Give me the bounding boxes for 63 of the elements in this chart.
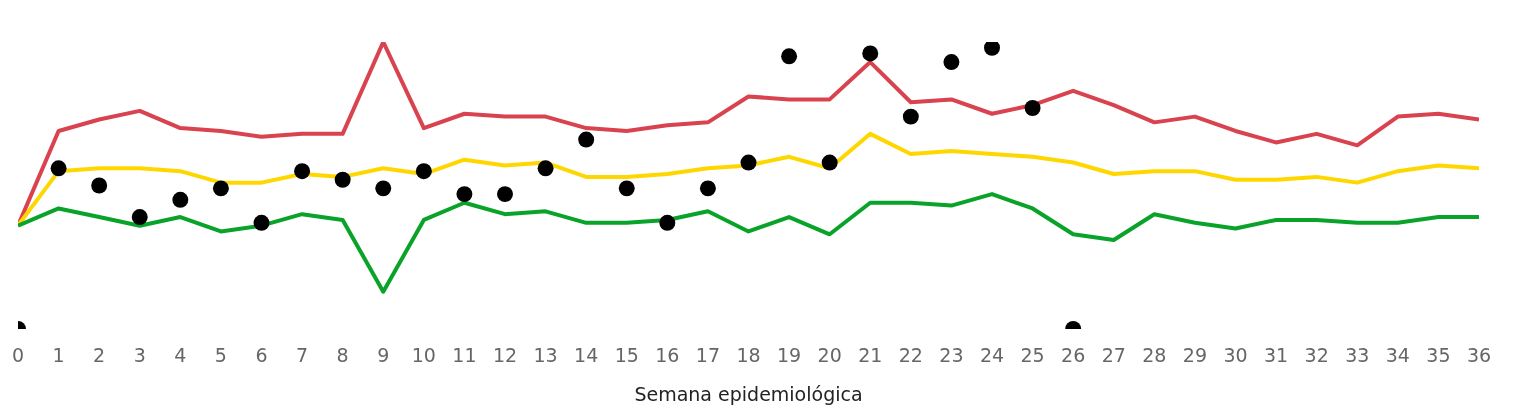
x-tick-label: 26 <box>1061 344 1086 367</box>
point <box>618 180 635 197</box>
point <box>294 163 311 180</box>
point <box>1024 100 1041 116</box>
x-tick-label: 4 <box>174 344 187 367</box>
x-tick-label: 23 <box>939 344 964 367</box>
point <box>862 45 879 62</box>
x-tick-label: 29 <box>1182 344 1208 367</box>
x-tick-label: 24 <box>979 344 1005 367</box>
x-tick-label: 13 <box>533 344 558 367</box>
point <box>375 180 392 197</box>
x-tick-label: 2 <box>93 344 106 367</box>
x-tick-label: 35 <box>1426 344 1451 367</box>
x-tick-label: 8 <box>336 344 349 367</box>
point <box>456 186 473 203</box>
x-tick-label: 9 <box>377 344 390 367</box>
point <box>497 186 513 203</box>
point <box>943 54 960 71</box>
point <box>334 171 351 188</box>
point <box>699 180 716 197</box>
x-tick-label: 36 <box>1466 344 1492 367</box>
x-tick-label: 15 <box>614 344 639 367</box>
x-tick-label: 20 <box>817 344 842 367</box>
x-tick-label: 14 <box>574 344 599 367</box>
point <box>253 214 270 231</box>
point <box>131 209 148 226</box>
point <box>902 108 919 125</box>
point <box>578 131 595 148</box>
x-tick-label: 17 <box>695 344 721 367</box>
point <box>537 160 554 177</box>
x-tick-label: 10 <box>411 344 436 367</box>
x-tick-label: 6 <box>255 344 268 367</box>
point <box>821 154 838 171</box>
point <box>415 163 432 180</box>
point <box>172 191 189 208</box>
x-tick-label: 5 <box>214 344 227 367</box>
point <box>50 160 67 177</box>
x-tick-label: 27 <box>1101 344 1126 367</box>
x-tick-label: 32 <box>1304 344 1329 367</box>
x-axis-title: Semana epidemiológica <box>634 383 863 405</box>
x-tick-label: 1 <box>52 344 65 367</box>
point <box>740 154 757 171</box>
x-tick-label: 7 <box>296 344 309 367</box>
point <box>659 214 676 231</box>
x-tick-label: 18 <box>736 344 761 367</box>
x-tick-label: 3 <box>133 344 146 367</box>
point <box>984 42 1000 56</box>
x-tick-label: 31 <box>1263 344 1289 367</box>
x-tick-label: 16 <box>655 344 680 367</box>
x-tick-label: 34 <box>1385 344 1410 367</box>
x-tick-label: 33 <box>1345 344 1370 367</box>
x-tick-label: 21 <box>858 344 883 367</box>
x-tick-label: 19 <box>776 344 802 367</box>
point <box>781 48 798 65</box>
point <box>91 177 108 194</box>
x-tick-label: 22 <box>898 344 923 367</box>
x-tick-label: 0 <box>11 344 25 367</box>
point <box>212 180 229 197</box>
x-tick-label: 28 <box>1142 344 1167 367</box>
x-tick-label: 30 <box>1223 344 1248 367</box>
x-tick-label: 25 <box>1020 344 1045 367</box>
x-tick-label: 12 <box>492 344 518 367</box>
x-tick-label: 11 <box>452 344 477 367</box>
